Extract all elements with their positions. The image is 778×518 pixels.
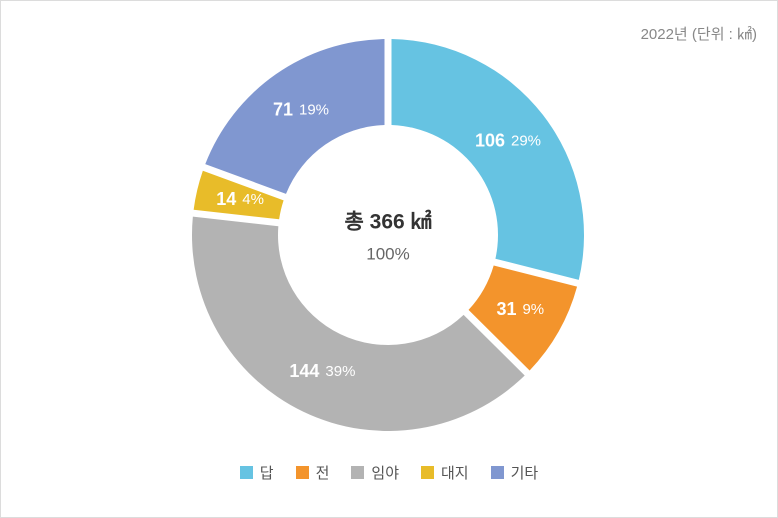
legend-swatch	[490, 466, 504, 479]
donut-segment-2	[192, 216, 525, 431]
legend-swatch	[295, 466, 309, 479]
legend-label: 답	[259, 465, 274, 482]
legend-label: 대지	[441, 465, 469, 482]
donut-segment-3	[193, 170, 284, 220]
legend-swatch	[239, 466, 253, 479]
legend-swatch	[351, 466, 365, 479]
segment-label-1: 31 9%	[496, 299, 544, 319]
legend-item-2: 임야	[351, 462, 399, 483]
legend-item-1: 전	[295, 462, 330, 483]
segment-label-0: 106 29%	[475, 130, 541, 150]
legend-label: 전	[315, 465, 330, 482]
legend-swatch	[421, 466, 434, 479]
donut-segment-0	[391, 39, 585, 280]
legend-item-4: 기타	[490, 462, 539, 483]
donut-segment-1	[468, 265, 578, 371]
legend-item-0: 답	[239, 462, 274, 483]
chart-unit-label: 2022년 (단위 : ㎢)	[640, 26, 757, 43]
legend-item-3: 대지	[421, 462, 469, 483]
segment-label-4: 71 19%	[273, 99, 329, 119]
legend: 답 전 임야 대지 기타	[1, 462, 777, 483]
legend-label: 임야	[371, 465, 399, 482]
legend-label: 기타	[510, 465, 539, 482]
segment-label-2: 144 39%	[289, 361, 355, 381]
donut-segment-4	[205, 39, 385, 194]
segment-label-3: 14 4%	[216, 189, 264, 209]
